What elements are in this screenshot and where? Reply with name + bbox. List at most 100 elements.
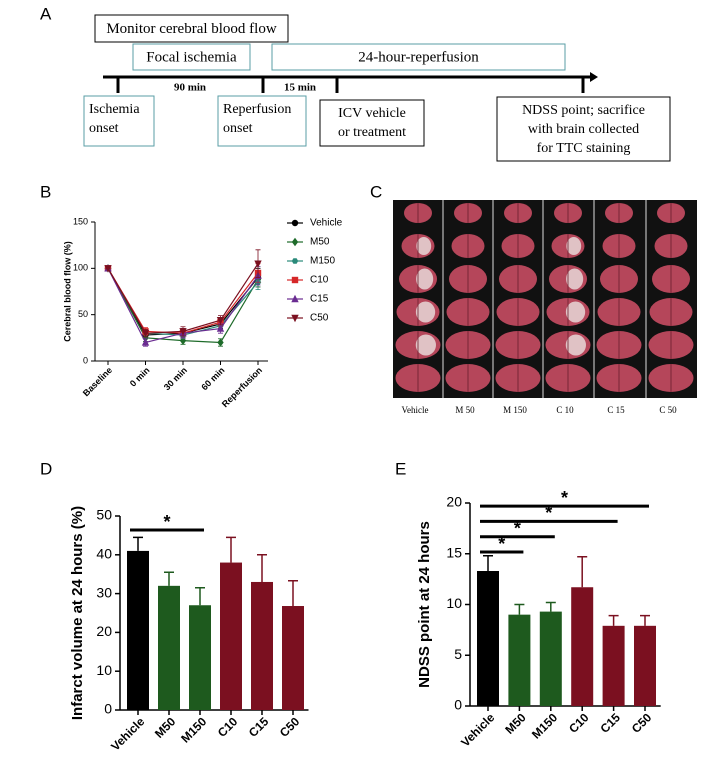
box [94,14,289,43]
y-tick-label: 150 [73,216,88,226]
x-tick-label: C15 [246,714,272,740]
group-label: C 50 [659,405,677,415]
infarct [415,334,436,356]
infarct [415,301,436,323]
y-tick-label: 40 [96,546,112,562]
panel-label: A [40,4,52,23]
x-tick-label: C15 [597,710,623,736]
infarct [416,237,432,255]
legend-label: M50 [310,237,330,248]
marker [216,317,225,325]
panel-label: E [395,459,406,478]
infarct [565,301,586,323]
y-axis-label: Infarct volume at 24 hours (%) [69,506,86,720]
x-tick-label: Vehicle [458,710,497,749]
event-label: ICV vehicle [338,106,406,121]
legend-label: Vehicle [310,218,343,229]
group-label: C 10 [556,405,574,415]
slice-image [393,200,697,398]
x-tick-label: M150 [529,710,560,741]
y-tick-label: 20 [446,494,462,510]
bar [634,625,656,706]
event-label: onset [89,121,119,136]
infarct [416,268,434,290]
series-line [107,263,259,334]
infarct [566,268,584,290]
box [496,96,671,162]
phase-label: 24-hour-reperfusion [358,49,479,65]
x-tick-label: C50 [629,710,655,736]
error-bar [514,603,525,615]
legend-label: C15 [310,294,329,305]
marker [179,328,187,336]
significance-label: * [514,518,521,538]
box [132,43,251,71]
marker [291,276,299,284]
marker [291,219,299,227]
error-bar [577,556,588,588]
error-bar [133,536,143,551]
marker [291,258,299,264]
timeline-arrow [590,72,598,82]
y-axis-label: NDSS point at 24 hours [416,521,433,688]
event-label: with brain collected [528,122,639,137]
x-tick-label: M150 [178,714,209,745]
panel-label: B [40,182,51,201]
x-tick-label: Baseline [81,365,114,398]
y-tick-label: 10 [446,595,462,611]
group-label: M 50 [455,405,475,415]
significance-label: * [163,512,170,532]
bar [508,614,531,706]
bar [220,562,242,710]
marker [254,260,262,268]
x-tick-label: C10 [215,714,241,740]
event-label: for TTC staining [537,141,631,156]
x-tick-label: Reperfusion [220,365,264,409]
y-tick-label: 50 [78,309,88,319]
box [217,95,307,147]
error-bar [195,587,205,606]
phase-label: Focal ischemia [146,49,237,65]
box [271,43,566,71]
significance-label: * [561,488,568,508]
panel-label: C [370,182,382,201]
series-line [107,268,259,334]
event-label: NDSS point; sacrifice [522,103,645,118]
bar [477,571,499,706]
error-bar [545,601,556,612]
group-label: C 15 [607,405,625,415]
x-tick-label: Vehicle [108,714,147,753]
bar [189,605,211,710]
error-bar [257,554,267,582]
y-axis-label: Cerebral blood flow (%) [62,241,72,342]
y-tick-label: 100 [73,263,88,273]
panel-label: D [40,459,52,478]
marker [291,314,299,323]
bar [602,625,625,706]
phase-label: Monitor cerebral blood flow [106,21,277,37]
legend-label: C10 [310,275,329,286]
x-tick-label: 0 min [128,365,152,389]
significance-label: * [498,534,505,554]
interval-label: 15 min [284,82,316,94]
error-bar [226,536,236,563]
bar [282,606,304,710]
legend-label: C50 [310,313,329,324]
y-tick-label: 20 [96,623,112,639]
event-label: or treatment [338,125,406,140]
marker [216,324,225,332]
significance-label: * [545,503,552,523]
bar [571,587,594,706]
error-bar [483,555,493,572]
box [83,95,155,147]
infarct [565,334,586,356]
event-label: onset [223,121,253,136]
marker [141,338,150,346]
y-tick-label: 5 [454,646,462,662]
marker [141,330,150,338]
y-tick-label: 0 [104,701,112,717]
marker [217,338,224,347]
error-bar [164,571,174,586]
y-tick-label: 10 [96,662,112,678]
